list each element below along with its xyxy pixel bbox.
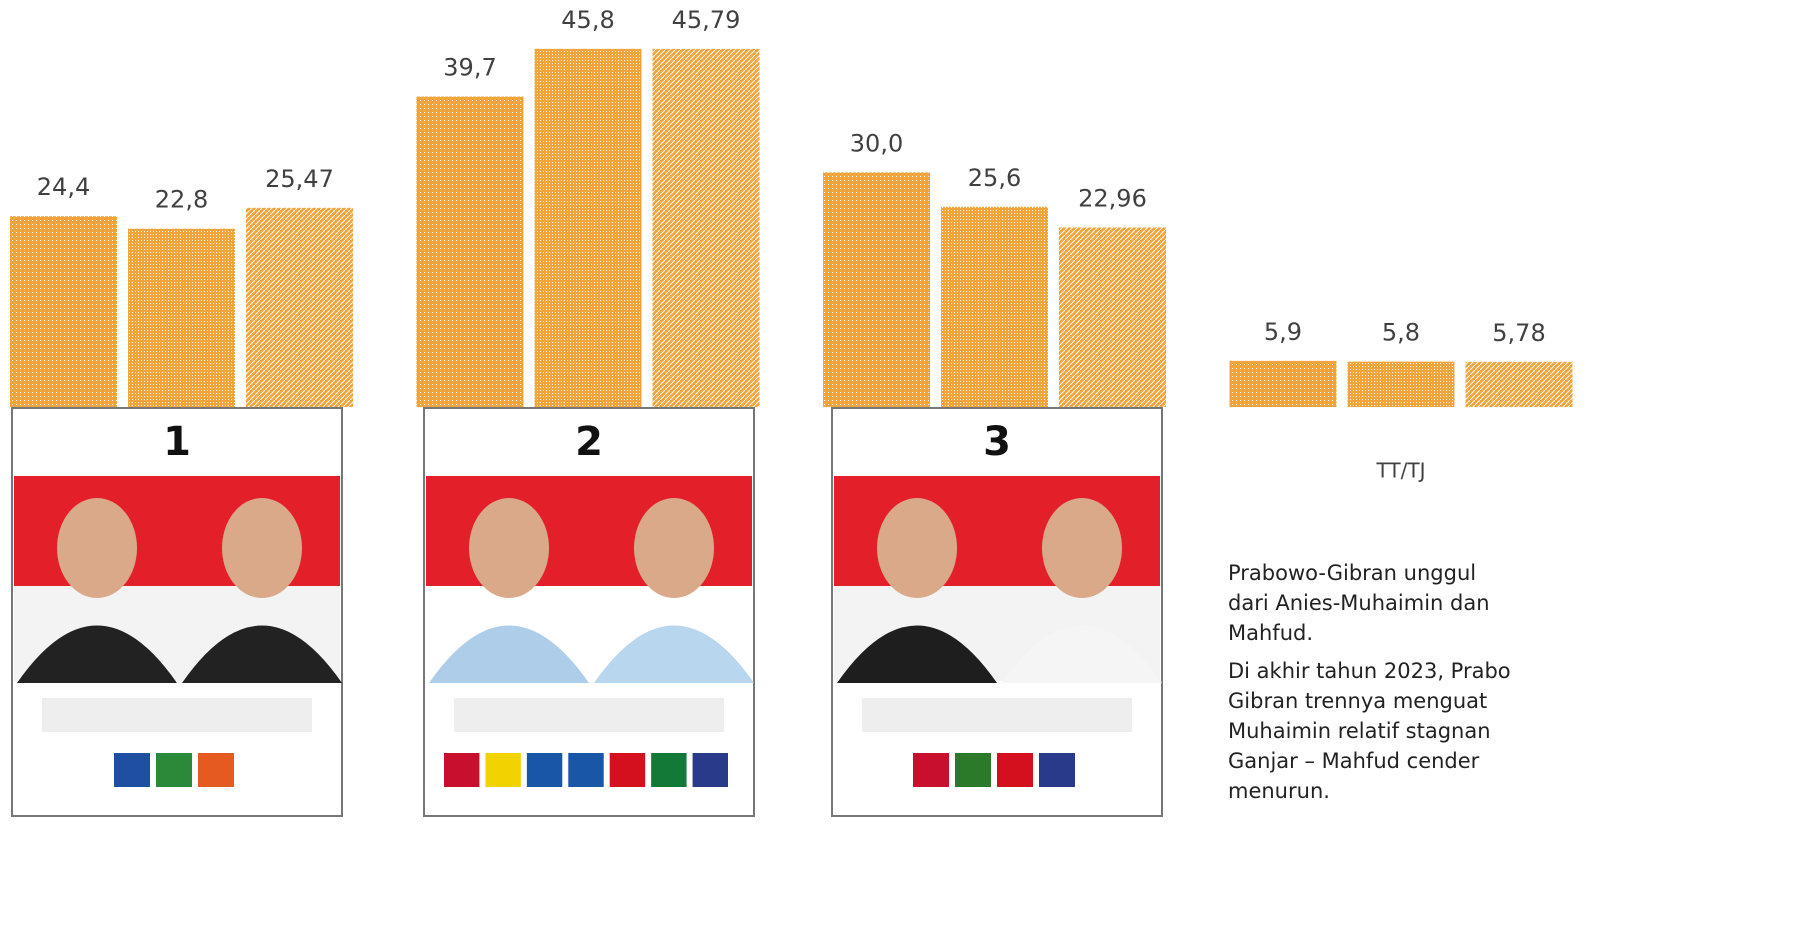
value-label: 45,8 [561,6,614,34]
party-logo [485,753,520,787]
note-line: Ganjar – Mahfud cender [1228,749,1480,773]
bar [246,208,353,407]
bar [941,207,1048,407]
party-logo [1039,753,1075,787]
note-line: Mahfud. [1228,621,1313,645]
note-line: Gibran trennya menguat [1228,689,1487,713]
party-logo [913,753,949,787]
face [222,498,302,598]
x-tick-label: TT/TJ [1376,459,1426,483]
bar [10,216,117,407]
party-logo [610,753,645,787]
party-logo [527,753,562,787]
bar [535,49,642,407]
value-label: 5,8 [1382,319,1420,347]
party-logo [198,753,234,787]
value-label: 22,8 [155,186,208,214]
bar [128,229,235,407]
note-line: Prabowo-Gibran unggul [1228,561,1476,585]
note-line: dari Anies-Muhaimin dan [1228,591,1490,615]
bar [1059,227,1166,407]
card-caption [42,698,312,732]
value-label: 5,78 [1492,319,1545,347]
note-line: menurun. [1228,779,1330,803]
card-caption [862,698,1132,732]
value-label: 45,79 [672,6,741,34]
party-logo [114,753,150,787]
value-label: 5,9 [1264,318,1302,346]
face [57,498,137,598]
bar [653,49,760,407]
party-logo [156,753,192,787]
party-logo [693,753,728,787]
party-logo [444,753,479,787]
bar [417,97,524,407]
value-label: 39,7 [443,54,496,82]
party-logo [651,753,686,787]
value-label: 22,96 [1078,184,1147,212]
bar [823,172,930,407]
bar [1230,361,1337,407]
face [634,498,714,598]
value-label: 30,0 [850,129,903,157]
value-label: 25,6 [968,164,1021,192]
note-line: Di akhir tahun 2023, Prabo [1228,659,1511,683]
party-logo [955,753,991,787]
card-number: 3 [983,419,1011,465]
value-label: 25,47 [265,165,334,193]
card-number: 2 [575,419,603,465]
face [469,498,549,598]
party-logo [997,753,1033,787]
value-label: 24,4 [37,173,90,201]
face [877,498,957,598]
chart: 24,4 22,8 25,47 39,7 45,8 45,79 30,0 25,6 22,96 5… [0,0,1803,937]
bar [1466,362,1573,407]
note-line: Muhaimin relatif stagnan [1228,719,1491,743]
card-caption [454,698,724,732]
page: 24,4 22,8 25,47 39,7 45,8 45,79 30,0 25,6 22,96 5… [0,0,1803,937]
face [1042,498,1122,598]
party-logo [568,753,603,787]
bar [1348,362,1455,407]
card-number: 1 [163,419,191,465]
